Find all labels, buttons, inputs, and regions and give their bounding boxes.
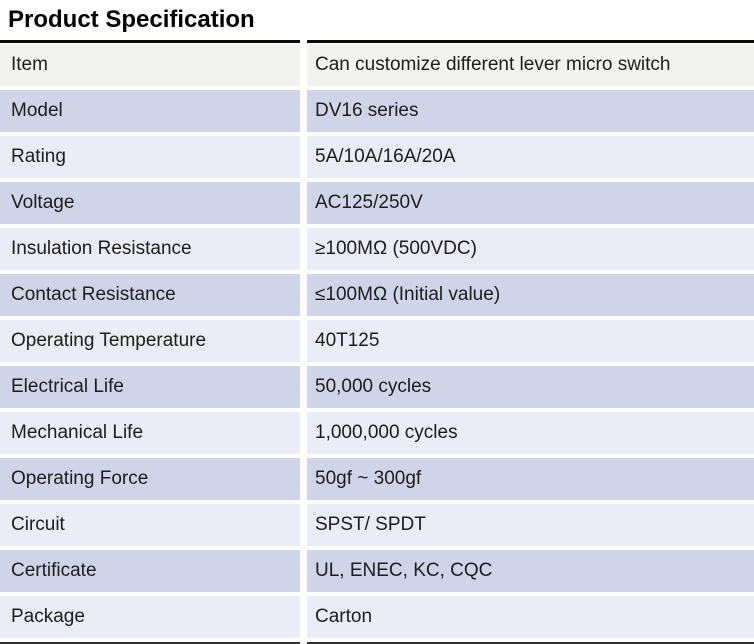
table-row: Model DV16 series bbox=[0, 90, 754, 132]
row-label: Insulation Resistance bbox=[0, 228, 300, 270]
table-row: Voltage AC125/250V bbox=[0, 182, 754, 224]
table-row: Item Can customize different lever micro… bbox=[0, 44, 754, 86]
table-row: Rating 5A/10A/16A/20A bbox=[0, 136, 754, 178]
row-value: 1,000,000 cycles bbox=[307, 412, 754, 454]
row-value: ≥100MΩ (500VDC) bbox=[307, 228, 754, 270]
header: Product Specification bbox=[0, 0, 754, 40]
row-value: 5A/10A/16A/20A bbox=[307, 136, 754, 178]
table-row: Insulation Resistance ≥100MΩ (500VDC) bbox=[0, 228, 754, 270]
row-label: Mechanical Life bbox=[0, 412, 300, 454]
row-label: Voltage bbox=[0, 182, 300, 224]
table-bottom-border bbox=[0, 642, 754, 644]
page-title: Product Specification bbox=[8, 6, 255, 33]
table-top-border bbox=[0, 40, 754, 43]
row-value: AC125/250V bbox=[307, 182, 754, 224]
table-row: Circuit SPST/ SPDT bbox=[0, 504, 754, 546]
table-row: Package Carton bbox=[0, 596, 754, 638]
table-row: Operating Force 50gf ~ 300gf bbox=[0, 458, 754, 500]
row-label: Package bbox=[0, 596, 300, 638]
spec-table: Item Can customize different lever micro… bbox=[0, 44, 754, 638]
row-value: Carton bbox=[307, 596, 754, 638]
row-value: 40T125 bbox=[307, 320, 754, 362]
table-row: Contact Resistance ≤100MΩ (Initial value… bbox=[0, 274, 754, 316]
row-value: 50gf ~ 300gf bbox=[307, 458, 754, 500]
table-row: Electrical Life 50,000 cycles bbox=[0, 366, 754, 408]
top-border-segment-left bbox=[0, 40, 300, 43]
row-label: Operating Force bbox=[0, 458, 300, 500]
row-value: 50,000 cycles bbox=[307, 366, 754, 408]
row-label: Item bbox=[0, 44, 300, 86]
row-label: Operating Temperature bbox=[0, 320, 300, 362]
row-value: Can customize different lever micro swit… bbox=[307, 44, 754, 86]
row-label: Rating bbox=[0, 136, 300, 178]
top-border-segment-right bbox=[307, 40, 754, 43]
bottom-border-segment-right bbox=[307, 642, 754, 644]
table-row: Mechanical Life 1,000,000 cycles bbox=[0, 412, 754, 454]
row-value: ≤100MΩ (Initial value) bbox=[307, 274, 754, 316]
row-value: UL, ENEC, KC, CQC bbox=[307, 550, 754, 592]
row-value: SPST/ SPDT bbox=[307, 504, 754, 546]
row-label: Circuit bbox=[0, 504, 300, 546]
row-label: Electrical Life bbox=[0, 366, 300, 408]
row-label: Model bbox=[0, 90, 300, 132]
bottom-border-segment-left bbox=[0, 642, 300, 644]
row-label: Contact Resistance bbox=[0, 274, 300, 316]
row-label: Certificate bbox=[0, 550, 300, 592]
row-value: DV16 series bbox=[307, 90, 754, 132]
table-row: Certificate UL, ENEC, KC, CQC bbox=[0, 550, 754, 592]
table-row: Operating Temperature 40T125 bbox=[0, 320, 754, 362]
